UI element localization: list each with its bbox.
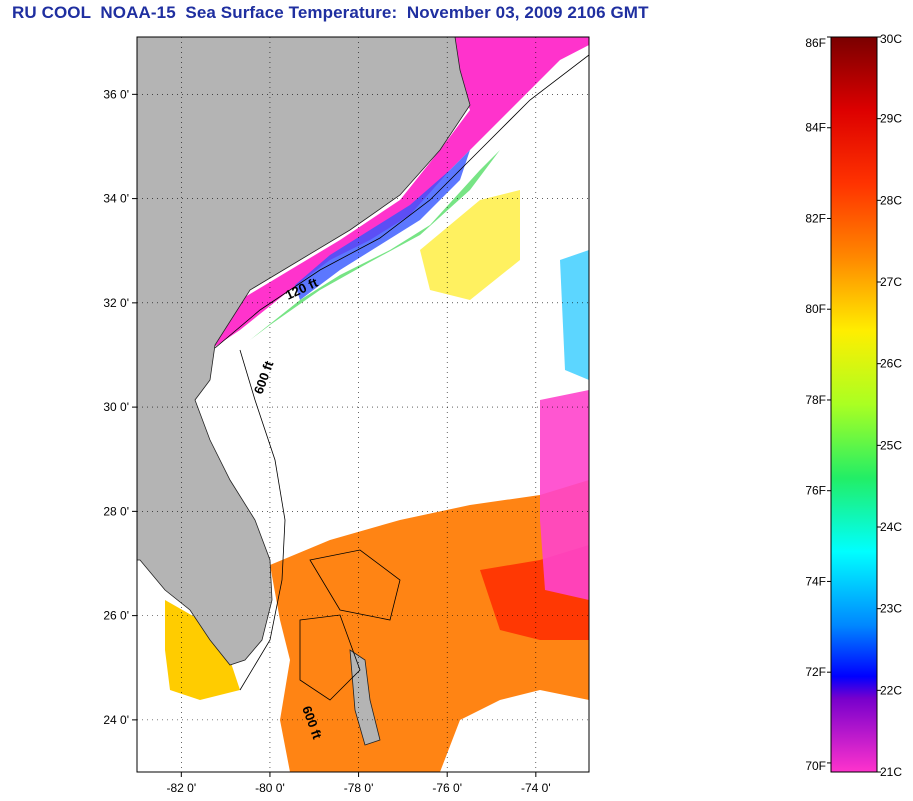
depth-contour-120ft: [214, 54, 589, 349]
colorbar-celsius-labels: 30C 29C 28C 27C 26C 25C 24C 23C 22C 21C: [877, 32, 902, 779]
colorbar-fahrenheit-labels: 86F 84F 82F 80F 78F 76F 74F 72F 70F: [805, 36, 831, 773]
colorbar-c-label: 30C: [880, 32, 902, 46]
colorbar-f-label: 76F: [805, 484, 826, 498]
lat-tick-label: 34 0': [103, 192, 129, 206]
warm-sst-region: [270, 480, 589, 772]
colorbar-f-label: 70F: [805, 759, 826, 773]
green-band: [250, 150, 500, 340]
lon-tick-label: -82 0': [166, 781, 196, 795]
offshore-yellow-patch: [420, 190, 520, 300]
map-area: [137, 37, 589, 772]
cold-coastal-band: [210, 37, 589, 350]
longitude-axis: -82 0' -80 0' -78 0' -76 0' -74 0': [166, 772, 551, 795]
lat-tick-label: 26 0': [103, 609, 129, 623]
grid-lines: [137, 37, 589, 772]
colorbar: [830, 36, 878, 773]
island-land: [349, 649, 381, 746]
colorbar-c-label: 23C: [880, 602, 902, 616]
page-title: RU COOL NOAA-15 Sea Surface Temperature:…: [12, 3, 649, 22]
colorbar-c-label: 27C: [880, 275, 902, 289]
lon-tick-label: -80 0': [255, 781, 285, 795]
latitude-axis: 36 0' 34 0' 32 0' 30 0' 28 0' 26 0' 24 0': [103, 87, 137, 727]
depth-contour-bahamas: [299, 549, 401, 701]
colorbar-c-label: 29C: [880, 112, 902, 126]
lat-tick-label: 36 0': [103, 87, 129, 101]
lon-tick-label: -76 0': [432, 781, 462, 795]
colorbar-c-label: 28C: [880, 193, 902, 207]
land-mass: [137, 37, 471, 666]
offshore-cold-patch: [540, 390, 589, 600]
colorbar-c-label: 25C: [880, 438, 902, 452]
colorbar-f-label: 80F: [805, 302, 826, 316]
colorbar-c-label: 21C: [880, 765, 902, 779]
lat-tick-label: 30 0': [103, 400, 129, 414]
colorbar-c-label: 26C: [880, 357, 902, 371]
cold-blue-band: [295, 150, 470, 300]
colorbar-f-label: 84F: [805, 121, 826, 135]
lon-tick-label: -74 0': [521, 781, 551, 795]
colorbar-f-label: 74F: [805, 574, 826, 588]
map-frame: [136, 36, 590, 773]
lat-tick-label: 24 0': [103, 713, 129, 727]
colorbar-c-label: 24C: [880, 520, 902, 534]
lat-tick-label: 32 0': [103, 296, 129, 310]
colorbar-f-label: 72F: [805, 665, 826, 679]
colorbar-f-label: 78F: [805, 393, 826, 407]
colorbar-f-label: 86F: [805, 36, 826, 50]
lon-tick-label: -78 0': [344, 781, 374, 795]
colorbar-c-label: 22C: [880, 683, 902, 697]
colorbar-f-label: 82F: [805, 211, 826, 225]
depth-contour-600ft: [239, 349, 286, 691]
offshore-cyan-patch: [560, 250, 589, 380]
lat-tick-label: 28 0': [103, 504, 129, 518]
yellow-keys-region: [165, 600, 240, 700]
